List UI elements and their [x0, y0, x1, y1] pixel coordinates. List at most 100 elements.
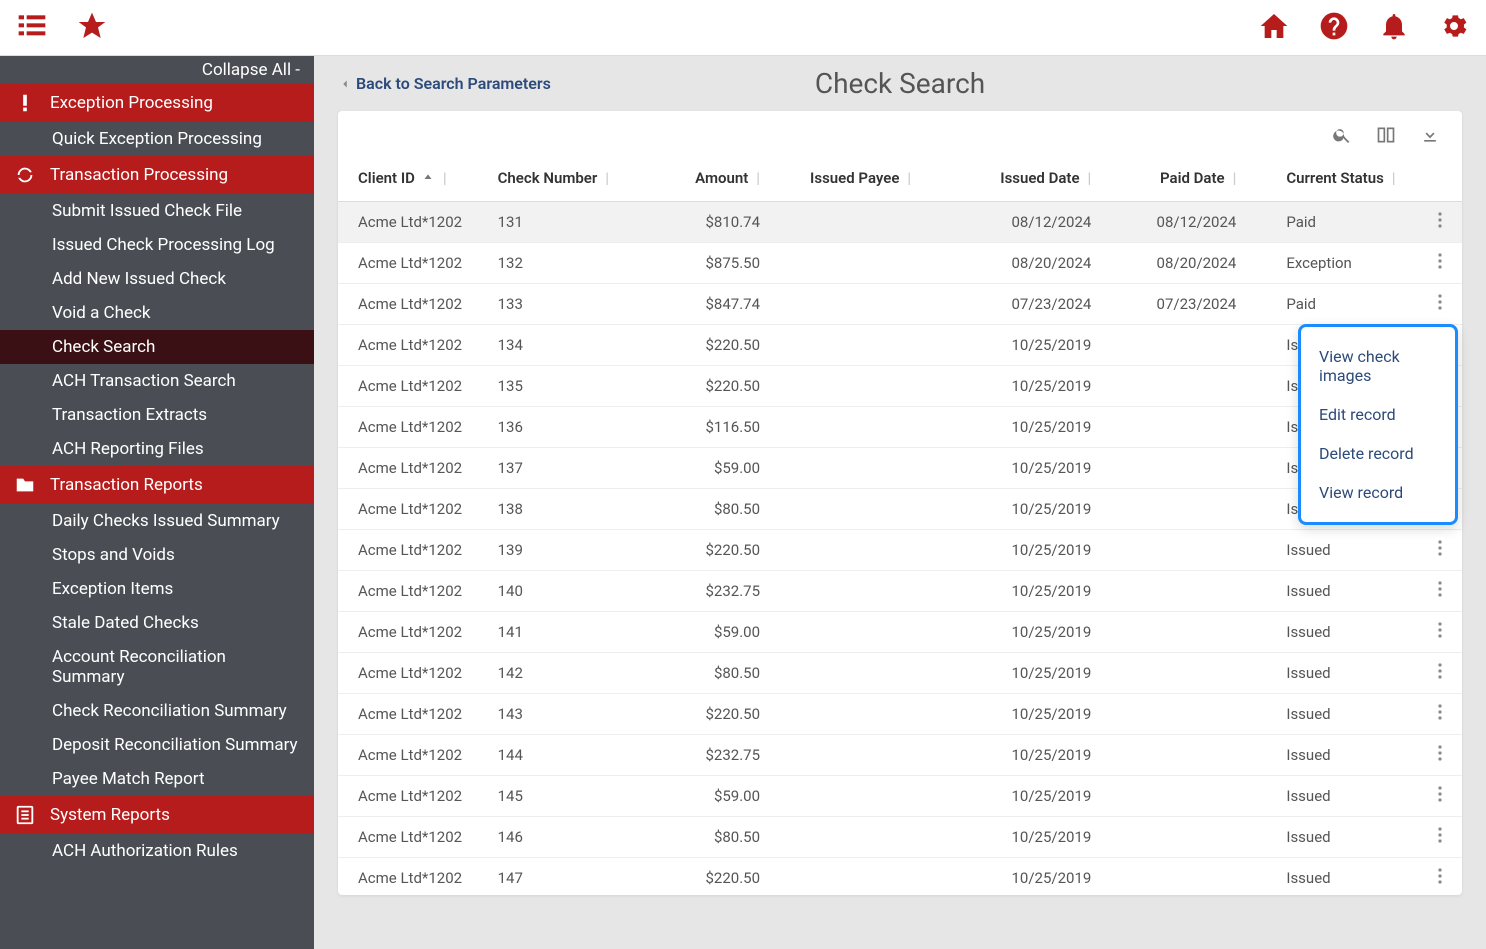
row-menu-button[interactable] — [1438, 745, 1442, 765]
cell-client-id: Acme Ltd*1202 — [338, 735, 488, 776]
row-menu-button[interactable] — [1438, 253, 1442, 273]
table-row[interactable]: Acme Ltd*1202131$810.7408/12/202408/12/2… — [338, 202, 1462, 243]
menu-item-view-images[interactable]: View check images — [1301, 337, 1455, 395]
cell-issued-date: 10/25/2019 — [956, 448, 1101, 489]
table-row[interactable]: Acme Ltd*1202138$80.5010/25/2019Issued — [338, 489, 1462, 530]
nav-item-add-new[interactable]: Add New Issued Check — [0, 262, 314, 296]
cell-check-number: 144 — [488, 735, 655, 776]
table-row[interactable]: Acme Ltd*1202147$220.5010/25/2019Issued — [338, 858, 1462, 896]
nav-item-stops-voids[interactable]: Stops and Voids — [0, 538, 314, 572]
cell-paid-date — [1101, 530, 1246, 571]
nav-item-payee-match[interactable]: Payee Match Report — [0, 762, 314, 796]
table-row[interactable]: Acme Ltd*1202144$232.7510/25/2019Issued — [338, 735, 1462, 776]
col-client-id[interactable]: Client ID| — [338, 155, 488, 202]
nav-item-exception-items[interactable]: Exception Items — [0, 572, 314, 606]
nav-item-void-check[interactable]: Void a Check — [0, 296, 314, 330]
row-menu-button[interactable] — [1438, 540, 1442, 560]
nav-item-issued-log[interactable]: Issued Check Processing Log — [0, 228, 314, 262]
nav-item-ach-auth[interactable]: ACH Authorization Rules — [0, 834, 314, 868]
row-menu-button[interactable] — [1438, 294, 1442, 314]
cell-status: Issued — [1246, 653, 1424, 694]
nav-item-check-recon[interactable]: Check Reconciliation Summary — [0, 694, 314, 728]
nav-item-check-search[interactable]: Check Search — [0, 330, 314, 364]
menu-item-delete[interactable]: Delete record — [1301, 434, 1455, 473]
columns-icon[interactable] — [1376, 125, 1396, 149]
cell-payee — [800, 243, 956, 284]
table-row[interactable]: Acme Ltd*1202134$220.5010/25/2019Issued — [338, 325, 1462, 366]
cell-payee — [800, 407, 956, 448]
row-menu-button[interactable] — [1438, 868, 1442, 888]
gear-icon[interactable] — [1438, 10, 1470, 46]
col-issued-date[interactable]: Issued Date| — [956, 155, 1101, 202]
col-amount[interactable]: Amount| — [655, 155, 800, 202]
menu-item-edit[interactable]: Edit record — [1301, 395, 1455, 434]
row-menu-button[interactable] — [1438, 704, 1442, 724]
table-row[interactable]: Acme Ltd*1202146$80.5010/25/2019Issued — [338, 817, 1462, 858]
cell-paid-date: 08/20/2024 — [1101, 243, 1246, 284]
row-menu-button[interactable] — [1438, 622, 1442, 642]
bell-icon[interactable] — [1378, 10, 1410, 46]
table-row[interactable]: Acme Ltd*1202140$232.7510/25/2019Issued — [338, 571, 1462, 612]
table-row[interactable]: Acme Ltd*1202145$59.0010/25/2019Issued — [338, 776, 1462, 817]
cell-payee — [800, 817, 956, 858]
cell-check-number: 143 — [488, 694, 655, 735]
row-menu-button[interactable] — [1438, 581, 1442, 601]
nav-section-exception-processing[interactable]: Exception Processing — [0, 84, 314, 122]
cell-check-number: 141 — [488, 612, 655, 653]
cell-payee — [800, 776, 956, 817]
table-row[interactable]: Acme Ltd*1202132$875.5008/20/202408/20/2… — [338, 243, 1462, 284]
nav-item-account-recon[interactable]: Account Reconciliation Summary — [0, 640, 314, 694]
content: Back to Search Parameters Check Search C… — [314, 56, 1486, 949]
cell-paid-date — [1101, 612, 1246, 653]
row-menu-button[interactable] — [1438, 663, 1442, 683]
col-paid-date[interactable]: Paid Date| — [1101, 155, 1246, 202]
nav-item-deposit-recon[interactable]: Deposit Reconciliation Summary — [0, 728, 314, 762]
col-issued-payee[interactable]: Issued Payee| — [800, 155, 956, 202]
nav-section-label: Transaction Processing — [50, 165, 228, 185]
cell-amount: $116.50 — [655, 407, 800, 448]
table-row[interactable]: Acme Ltd*1202136$116.5010/25/2019Issued — [338, 407, 1462, 448]
table-row[interactable]: Acme Ltd*1202142$80.5010/25/2019Issued — [338, 653, 1462, 694]
nav-section-system-reports[interactable]: System Reports — [0, 796, 314, 834]
cell-issued-date: 10/25/2019 — [956, 735, 1101, 776]
table-row[interactable]: Acme Ltd*1202135$220.5010/25/2019Issued — [338, 366, 1462, 407]
star-icon[interactable] — [76, 10, 108, 46]
menu-item-view[interactable]: View record — [1301, 473, 1455, 512]
download-icon[interactable] — [1420, 125, 1440, 149]
table-row[interactable]: Acme Ltd*1202133$847.7407/23/202407/23/2… — [338, 284, 1462, 325]
table-row[interactable]: Acme Ltd*1202141$59.0010/25/2019Issued — [338, 612, 1462, 653]
row-menu-button[interactable] — [1438, 212, 1442, 232]
nav-item-stale-dated[interactable]: Stale Dated Checks — [0, 606, 314, 640]
nav-item-extracts[interactable]: Transaction Extracts — [0, 398, 314, 432]
cell-amount: $232.75 — [655, 735, 800, 776]
cell-client-id: Acme Ltd*1202 — [338, 653, 488, 694]
col-check-number[interactable]: Check Number| — [488, 155, 655, 202]
row-menu-button[interactable] — [1438, 786, 1442, 806]
nav-item-ach-report-files[interactable]: ACH Reporting Files — [0, 432, 314, 466]
cell-client-id: Acme Ltd*1202 — [338, 530, 488, 571]
folder-icon — [14, 474, 36, 496]
back-link[interactable]: Back to Search Parameters — [338, 74, 551, 93]
list-icon[interactable] — [16, 10, 48, 46]
nav-section-transaction-reports[interactable]: Transaction Reports — [0, 466, 314, 504]
col-current-status[interactable]: Current Status| — [1246, 155, 1424, 202]
nav-item-ach-search[interactable]: ACH Transaction Search — [0, 364, 314, 398]
table-row[interactable]: Acme Ltd*1202139$220.5010/25/2019Issued — [338, 530, 1462, 571]
nav-item-daily-checks[interactable]: Daily Checks Issued Summary — [0, 504, 314, 538]
table-wrap: Client ID| Check Number| Amount| Issued … — [338, 155, 1462, 895]
cell-check-number: 132 — [488, 243, 655, 284]
nav-item-quick-exception[interactable]: Quick Exception Processing — [0, 122, 314, 156]
help-icon[interactable] — [1318, 10, 1350, 46]
cell-check-number: 137 — [488, 448, 655, 489]
row-menu-button[interactable] — [1438, 827, 1442, 847]
table-row[interactable]: Acme Ltd*1202137$59.0010/25/2019Issued — [338, 448, 1462, 489]
search-icon[interactable] — [1332, 125, 1352, 149]
cell-issued-date: 10/25/2019 — [956, 776, 1101, 817]
nav-section-transaction-processing[interactable]: Transaction Processing — [0, 156, 314, 194]
cell-check-number: 140 — [488, 571, 655, 612]
table-row[interactable]: Acme Ltd*1202143$220.5010/25/2019Issued — [338, 694, 1462, 735]
nav-item-submit-issued[interactable]: Submit Issued Check File — [0, 194, 314, 228]
collapse-all-link[interactable]: Collapse All - — [0, 56, 314, 84]
home-icon[interactable] — [1258, 10, 1290, 46]
cell-client-id: Acme Ltd*1202 — [338, 694, 488, 735]
